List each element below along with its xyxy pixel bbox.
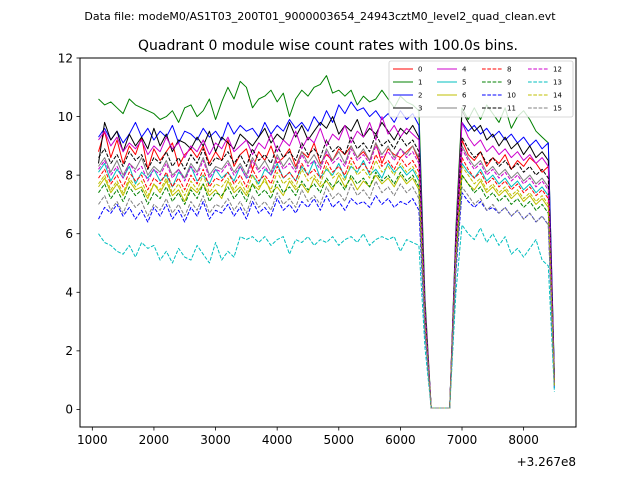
y-axis: 0 2 4 6 8 10 12: [58, 51, 80, 417]
series-line-5: [98, 160, 555, 409]
series-line-13: [98, 224, 555, 409]
series-line-12: [98, 145, 555, 409]
chart-suptitle: Data file: modeM0/AS1T03_200T01_90000036…: [84, 10, 556, 23]
x-tick-label: 3000: [200, 433, 231, 447]
x-tick-label: 8000: [508, 433, 539, 447]
x-tick-label: 5000: [324, 433, 355, 447]
legend-label-15: 15: [553, 105, 562, 113]
series-line-3: [98, 110, 555, 409]
series-line-2: [98, 101, 555, 409]
legend-box: [388, 60, 574, 118]
series-line-4: [98, 116, 555, 409]
series-line-6: [98, 174, 555, 409]
legend-label-5: 5: [462, 79, 466, 87]
series-line-9: [98, 171, 555, 409]
series-line-14: [98, 160, 555, 409]
legend-label-10: 10: [507, 92, 516, 100]
legend-label-6: 6: [462, 92, 467, 100]
legend-label-8: 8: [507, 66, 511, 74]
y-tick-label: 6: [65, 227, 73, 241]
axes-frame: [79, 57, 577, 428]
plot-series-group: [98, 75, 555, 409]
y-tick-label: 2: [65, 344, 73, 358]
x-tick-label: 6000: [385, 433, 416, 447]
legend-label-0: 0: [418, 66, 422, 74]
x-axis-offset-label: +3.267e8: [517, 455, 576, 469]
legend-label-12: 12: [553, 66, 562, 74]
legend-label-13: 13: [553, 79, 562, 87]
y-tick-label: 10: [58, 110, 73, 124]
series-line-15: [98, 180, 555, 409]
y-tick-label: 0: [65, 403, 73, 417]
x-tick-label: 4000: [262, 433, 293, 447]
x-tick-label: 7000: [447, 433, 478, 447]
x-tick-label: 2000: [139, 433, 170, 447]
series-line-8: [98, 154, 555, 409]
legend-label-1: 1: [418, 79, 422, 87]
legend-label-9: 9: [507, 79, 511, 87]
x-axis: 1000 2000 3000 4000 5000 6000 7000 8000: [77, 427, 539, 447]
legend-label-3: 3: [418, 105, 422, 113]
series-line-10: [98, 192, 555, 409]
series-line-7: [98, 142, 555, 409]
legend-label-2: 2: [418, 92, 422, 100]
legend-label-7: 7: [462, 105, 466, 113]
chart-title: Quadrant 0 module wise count rates with …: [138, 38, 518, 54]
y-tick-label: 12: [58, 51, 73, 65]
legend-label-14: 14: [553, 92, 562, 100]
series-line-0: [98, 130, 555, 409]
x-tick-label: 1000: [77, 433, 108, 447]
legend-label-4: 4: [462, 66, 467, 74]
y-tick-label: 4: [65, 286, 73, 300]
series-line-11: [98, 133, 555, 409]
legend-label-11: 11: [507, 105, 516, 113]
y-tick-label: 8: [65, 168, 73, 182]
